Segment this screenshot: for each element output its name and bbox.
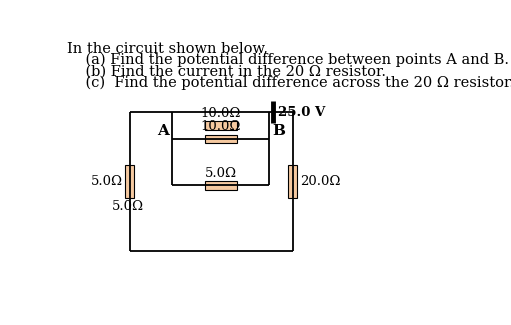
Text: 5.0Ω: 5.0Ω: [90, 175, 123, 188]
Text: In the circuit shown below,: In the circuit shown below,: [67, 41, 268, 55]
Bar: [288, 165, 297, 198]
Text: (b) Find the current in the 20 Ω resistor.: (b) Find the current in the 20 Ω resisto…: [67, 64, 386, 78]
Bar: [204, 122, 237, 130]
Bar: [204, 181, 237, 189]
Text: B: B: [272, 124, 285, 137]
Bar: [204, 135, 237, 143]
Text: A: A: [157, 124, 169, 137]
Text: 10.0Ω: 10.0Ω: [201, 120, 241, 133]
Text: (c)  Find the potential difference across the 20 Ω resistor.: (c) Find the potential difference across…: [67, 76, 511, 90]
Text: 25.0 V: 25.0 V: [278, 106, 325, 119]
Text: (a) Find the potential difference between points A and B.: (a) Find the potential difference betwee…: [67, 53, 509, 67]
Text: 5.0Ω: 5.0Ω: [205, 166, 237, 179]
Text: 10.0Ω: 10.0Ω: [201, 107, 241, 120]
Text: 20.0Ω: 20.0Ω: [300, 175, 340, 188]
Bar: [126, 165, 134, 198]
Text: 5.0Ω: 5.0Ω: [112, 200, 144, 213]
